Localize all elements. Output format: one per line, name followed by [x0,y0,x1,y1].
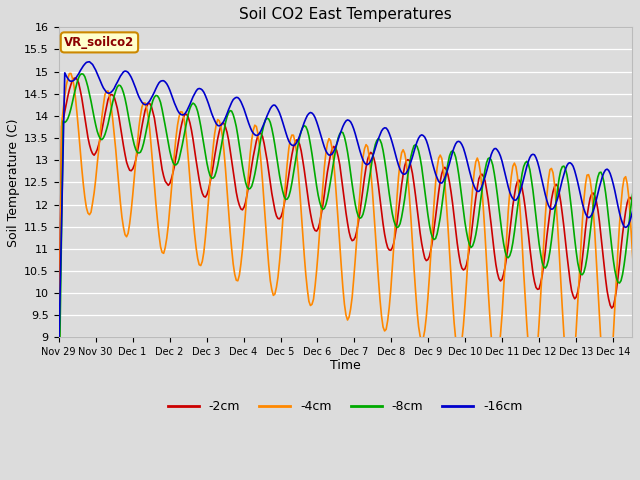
Y-axis label: Soil Temperature (C): Soil Temperature (C) [7,118,20,247]
Text: VR_soilco2: VR_soilco2 [64,36,134,49]
Title: Soil CO2 East Temperatures: Soil CO2 East Temperatures [239,7,452,22]
X-axis label: Time: Time [330,359,360,372]
Legend: -2cm, -4cm, -8cm, -16cm: -2cm, -4cm, -8cm, -16cm [163,395,528,418]
